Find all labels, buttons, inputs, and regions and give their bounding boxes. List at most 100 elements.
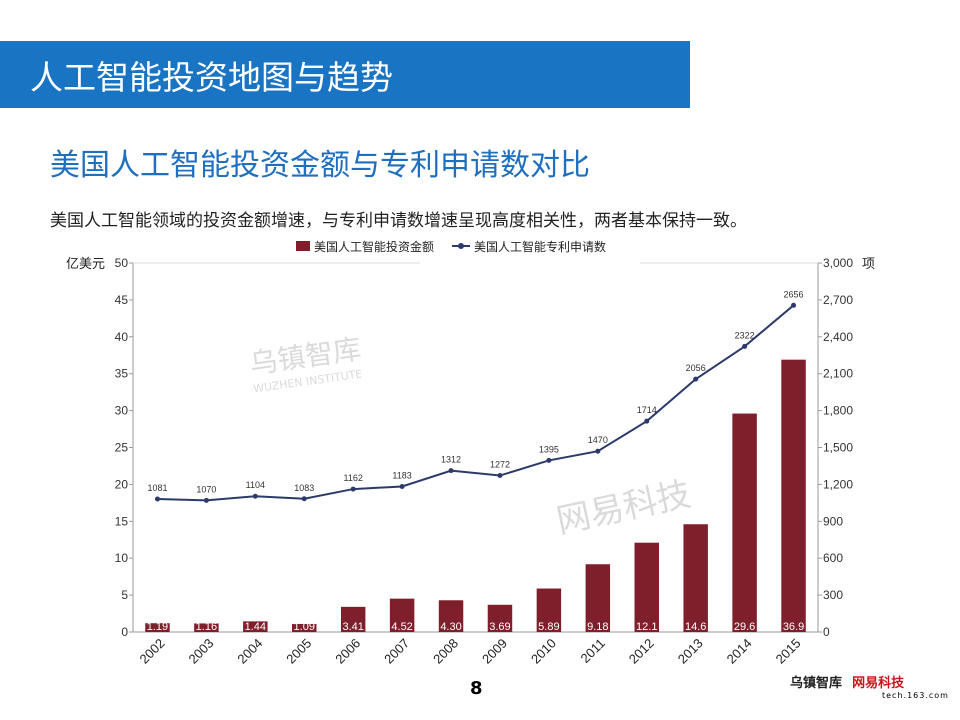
line-data-label: 1470 (588, 435, 608, 445)
slide-subtitle: 美国人工智能投资金额与专利申请数对比 (50, 148, 590, 183)
bar-investment (438, 600, 464, 632)
x-tick-label: 2009 (479, 636, 510, 667)
bar-data-label: 9.18 (587, 621, 608, 633)
x-tick-label: 2013 (675, 636, 706, 667)
wuzhen-logo: 乌镇智库 (790, 676, 843, 691)
left-tick-label: 20 (115, 477, 129, 491)
line-data-label: 1183 (392, 470, 411, 480)
bar-data-label: 4.52 (391, 621, 412, 633)
patent-point (203, 497, 209, 503)
right-tick-label: 1,200 (823, 477, 853, 491)
right-tick-label: 900 (823, 514, 843, 528)
legend-line-marker (458, 243, 464, 249)
header-title: 人工智能投资地图与趋势 (30, 58, 393, 97)
left-tick-label: 45 (115, 293, 129, 307)
right-axis-unit: 项 (862, 256, 875, 271)
patent-point (791, 302, 797, 308)
bar-data-label: 1.09 (294, 621, 315, 633)
bar-investment (683, 524, 708, 632)
x-tick-label: 2004 (234, 636, 265, 667)
x-tick-label: 2010 (528, 636, 559, 667)
patent-point (742, 343, 748, 349)
x-tick-label: 2011 (578, 636, 608, 666)
x-tick-label: 2015 (773, 636, 804, 667)
legend-line-label: 美国人工智能专利申请数 (474, 239, 606, 254)
patent-point (399, 483, 405, 489)
bar-data-label: 1.16 (196, 621, 217, 633)
x-tick-label: 2008 (430, 636, 461, 667)
line-data-label: 2056 (686, 363, 706, 373)
left-tick-label: 10 (115, 551, 129, 565)
line-data-label: 1714 (637, 405, 657, 415)
patent-point (693, 376, 699, 382)
line-data-label: 1395 (539, 444, 559, 454)
patent-point (350, 486, 356, 492)
line-data-label: 1162 (343, 473, 362, 483)
left-tick-label: 35 (115, 367, 129, 381)
bar-investment (487, 604, 513, 632)
line-data-label: 1312 (441, 455, 461, 465)
left-tick-label: 50 (115, 256, 129, 270)
x-tick-label: 2014 (724, 636, 755, 667)
line-data-label: 2656 (784, 289, 804, 299)
bar-investment (585, 564, 611, 632)
right-tick-label: 600 (823, 551, 843, 565)
bar-data-label: 29.6 (734, 621, 755, 633)
bar-data-label: 3.41 (342, 621, 363, 633)
bar-investment (536, 588, 562, 632)
right-tick-label: 2,100 (823, 367, 853, 381)
patent-line (157, 304, 795, 502)
x-tick-label: 2006 (332, 636, 363, 667)
header-banner: 人工智能投资地图与趋势 (0, 41, 690, 108)
x-tick-label: 2012 (626, 636, 657, 667)
patent-point (546, 457, 552, 463)
slide-description: 美国人工智能领域的投资金额增速，与专利申请数增速呈现高度相关性，两者基本保持一致… (50, 211, 747, 231)
bar-investment (194, 623, 219, 632)
right-tick-label: 2,700 (823, 293, 853, 307)
line-data-label: 1081 (147, 483, 167, 493)
x-tick-label: 2007 (381, 636, 412, 667)
right-tick-label: 300 (823, 588, 843, 602)
line-data-label: 1070 (196, 484, 216, 494)
bar-investment (145, 623, 170, 632)
right-tick-label: 1,800 (823, 404, 853, 418)
bar-data-label: 14.6 (685, 621, 706, 633)
bar-investment (243, 621, 268, 632)
right-tick-label: 0 (823, 625, 830, 639)
bar-data-label: 4.30 (440, 621, 461, 633)
left-tick-label: 15 (115, 514, 129, 528)
x-tick-label: 2003 (185, 636, 216, 667)
left-tick-label: 30 (115, 404, 129, 418)
x-tick-label: 2005 (283, 636, 314, 667)
bar-data-label: 1.44 (245, 621, 266, 633)
left-tick-label: 25 (115, 441, 129, 455)
bar-data-label: 3.69 (489, 621, 510, 633)
patent-point (154, 496, 160, 502)
patent-point (497, 473, 503, 479)
page-number: 8 (470, 678, 483, 699)
footer-logos: 乌镇智库 网易科技 tech.163.com (790, 672, 949, 700)
bar-investment (634, 542, 659, 632)
legend-bar-label: 美国人工智能投资金额 (314, 239, 434, 254)
bar-data-label: 1.19 (147, 621, 168, 633)
bar-data-label: 5.89 (538, 621, 559, 633)
right-tick-label: 1,500 (823, 441, 853, 455)
patent-point (595, 448, 601, 454)
bar-investment (389, 598, 415, 632)
patent-point (644, 418, 650, 424)
patent-point (301, 496, 307, 502)
bar-data-label: 36.9 (783, 621, 804, 633)
bar-investment (292, 623, 317, 632)
left-tick-label: 5 (121, 588, 128, 602)
line-data-label: 1104 (246, 480, 265, 490)
patent-point (448, 468, 454, 474)
bar-data-label: 12.1 (636, 621, 657, 633)
bar-investment (340, 606, 366, 632)
x-tick-label: 2002 (137, 636, 168, 667)
legend-bar-swatch (296, 241, 310, 251)
left-tick-label: 0 (121, 625, 128, 639)
netease-url: tech.163.com (882, 691, 949, 700)
netease-logo: 网易科技 (852, 676, 905, 691)
line-data-label: 1272 (490, 460, 510, 470)
